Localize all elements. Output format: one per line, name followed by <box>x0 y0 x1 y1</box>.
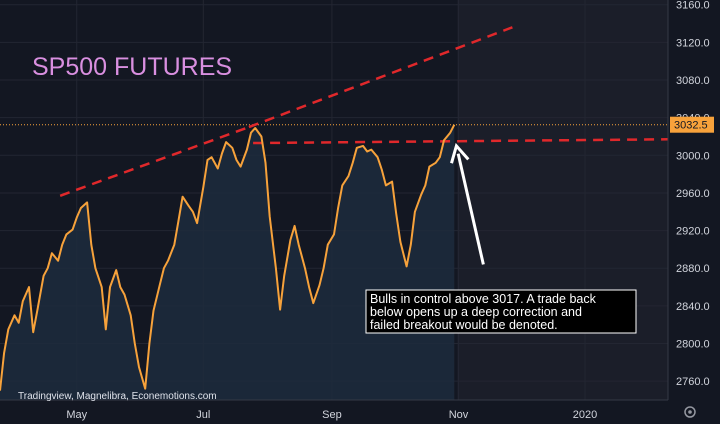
series-area-fill <box>0 124 455 400</box>
annotation-line-3: failed breakout would be denoted. <box>370 318 558 332</box>
gear-icon-hub <box>688 410 692 414</box>
y-tick-label: 3000.0 <box>676 150 710 162</box>
annotation-line-2: below opens up a deep correction and <box>370 305 582 319</box>
annotation-arrow <box>450 142 485 265</box>
y-tick-label: 2800.0 <box>676 339 710 351</box>
annotation-line-1: Bulls in control above 3017. A trade bac… <box>370 292 597 306</box>
y-tick-label: 2960.0 <box>676 188 710 200</box>
trendlines <box>59 26 669 197</box>
y-tick-label: 2760.0 <box>676 376 710 388</box>
settings-gear-icon[interactable] <box>684 406 696 418</box>
gear-icon-ring <box>684 406 696 418</box>
y-tick-label: 3160.0 <box>676 0 710 12</box>
last-price-marker: 3032.5 <box>670 116 714 133</box>
y-axis-ticks: 3160.03120.03080.03040.03000.02960.02920… <box>676 0 710 388</box>
trendline <box>248 26 513 129</box>
x-tick-label: Sep <box>322 409 342 421</box>
x-tick-label: 2020 <box>573 409 597 421</box>
arrow-head <box>450 142 470 164</box>
last-price-badge <box>670 116 714 133</box>
x-tick-label: Jul <box>196 409 210 421</box>
x-tick-label: May <box>66 409 87 421</box>
y-tick-label: 2920.0 <box>676 226 710 238</box>
last-price-label: 3032.5 <box>674 120 708 132</box>
series-line <box>0 124 456 391</box>
annotation-box: Bulls in control above 3017. A trade bac… <box>365 289 637 334</box>
y-tick-label: 3080.0 <box>676 75 710 87</box>
future-area-shade <box>457 0 668 400</box>
y-tick-label: 3120.0 <box>676 37 710 49</box>
x-axis-ticks: May Jul Sep Nov 2020 <box>66 409 597 421</box>
trendline <box>253 138 669 145</box>
chart-title: SP500 FUTURES <box>32 53 232 81</box>
annotation-box-frame <box>365 289 637 334</box>
source-credit: Tradingview, Magnelibra, Econemotions.co… <box>18 391 217 402</box>
price-axis-panel <box>668 0 720 400</box>
x-tick-label: Nov <box>449 409 469 421</box>
arrow-shaft <box>456 153 485 265</box>
y-tick-label: 2840.0 <box>676 301 710 313</box>
y-tick-label: 2880.0 <box>676 263 710 275</box>
annotation-text: Bulls in control above 3017. A trade bac… <box>370 292 599 332</box>
